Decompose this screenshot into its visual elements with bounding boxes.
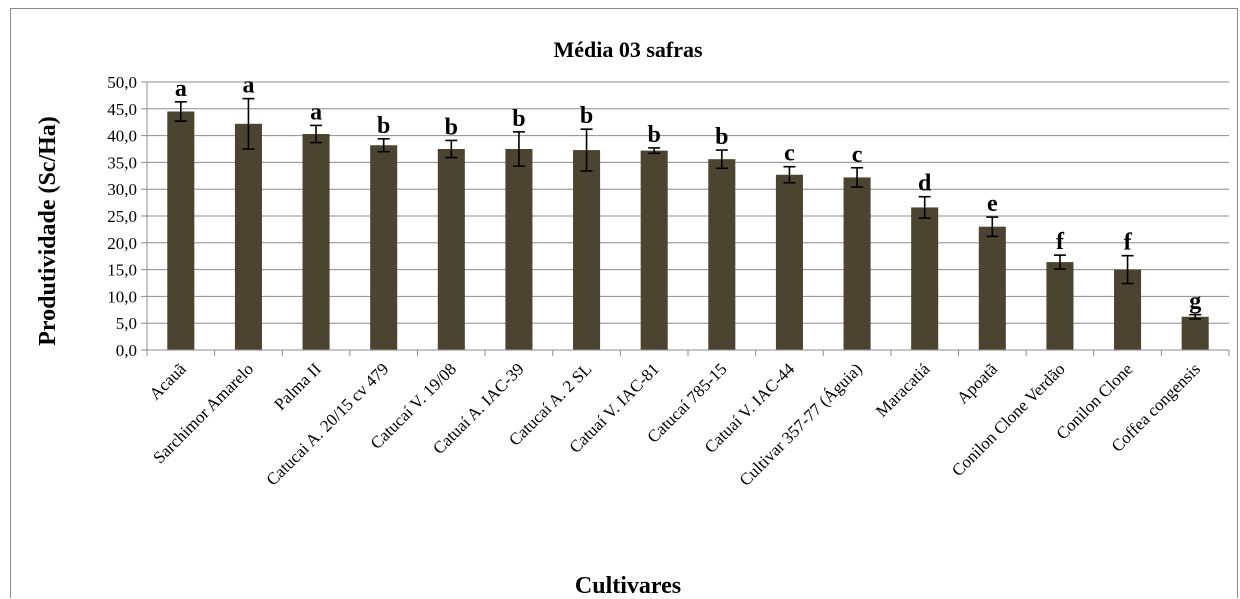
significance-letter: b — [445, 114, 458, 140]
x-tick-label: Cultivar 357-77 (Águia) — [736, 359, 866, 489]
y-tick-label: 50,0 — [107, 73, 137, 92]
y-tick-label: 30,0 — [107, 180, 137, 199]
bar-chart: Média 03 safras Cultivares Produtividade… — [35, 37, 1230, 599]
bar — [573, 150, 601, 350]
bar — [978, 226, 1006, 350]
bar — [775, 174, 803, 350]
bar — [302, 133, 330, 350]
significance-letter: d — [918, 171, 932, 197]
significance-letter: b — [512, 106, 525, 132]
y-tick-label: 35,0 — [107, 153, 137, 172]
significance-letter: b — [377, 113, 390, 139]
significance-letter: b — [580, 103, 593, 129]
bar — [370, 145, 398, 350]
significance-letter: a — [242, 73, 254, 99]
y-tick-label: 10,0 — [107, 287, 137, 306]
bar — [234, 123, 262, 350]
significance-letter: b — [648, 122, 661, 148]
y-tick-label: 45,0 — [107, 100, 137, 119]
x-tick-label: Catucai A. 20/15 cv 479 — [263, 359, 393, 489]
x-tick-label: Palma II — [270, 359, 325, 414]
y-tick-label: 25,0 — [107, 207, 137, 226]
bar — [505, 149, 533, 350]
bar — [640, 150, 668, 350]
significance-letter: c — [784, 141, 795, 167]
significance-letter: c — [852, 142, 863, 168]
significance-letter: f — [1124, 230, 1133, 256]
y-tick-label: 15,0 — [107, 261, 137, 280]
x-tick-label: Apoatã — [953, 359, 1001, 407]
x-axis-title: Cultivares — [575, 573, 681, 599]
y-tick-label: 40,0 — [107, 127, 137, 146]
bar — [843, 177, 871, 350]
significance-letter: f — [1056, 229, 1065, 255]
bar — [911, 207, 939, 350]
x-tick-label: Conilon Clone Verdão — [948, 359, 1069, 480]
chart-frame: Média 03 safras Cultivares Produtividade… — [10, 8, 1238, 599]
y-tick-label: 0,0 — [116, 341, 137, 360]
x-tick-label: Maracatiá — [872, 359, 934, 421]
bar — [1181, 316, 1209, 350]
significance-letter: b — [715, 124, 728, 150]
significance-letter: g — [1189, 289, 1201, 315]
chart-title: Média 03 safras — [553, 37, 703, 62]
significance-letter: e — [987, 191, 998, 217]
x-tick-label: Acauã — [146, 359, 190, 403]
significance-letter: a — [310, 99, 322, 125]
significance-letter: a — [175, 76, 187, 102]
y-axis-title: Produtividade (Sc/Ha) — [35, 116, 61, 346]
y-tick-label: 5,0 — [116, 314, 137, 333]
bar — [1046, 262, 1074, 350]
bar — [437, 149, 465, 350]
y-tick-label: 20,0 — [107, 234, 137, 253]
bar — [708, 159, 736, 350]
bar — [167, 111, 195, 350]
